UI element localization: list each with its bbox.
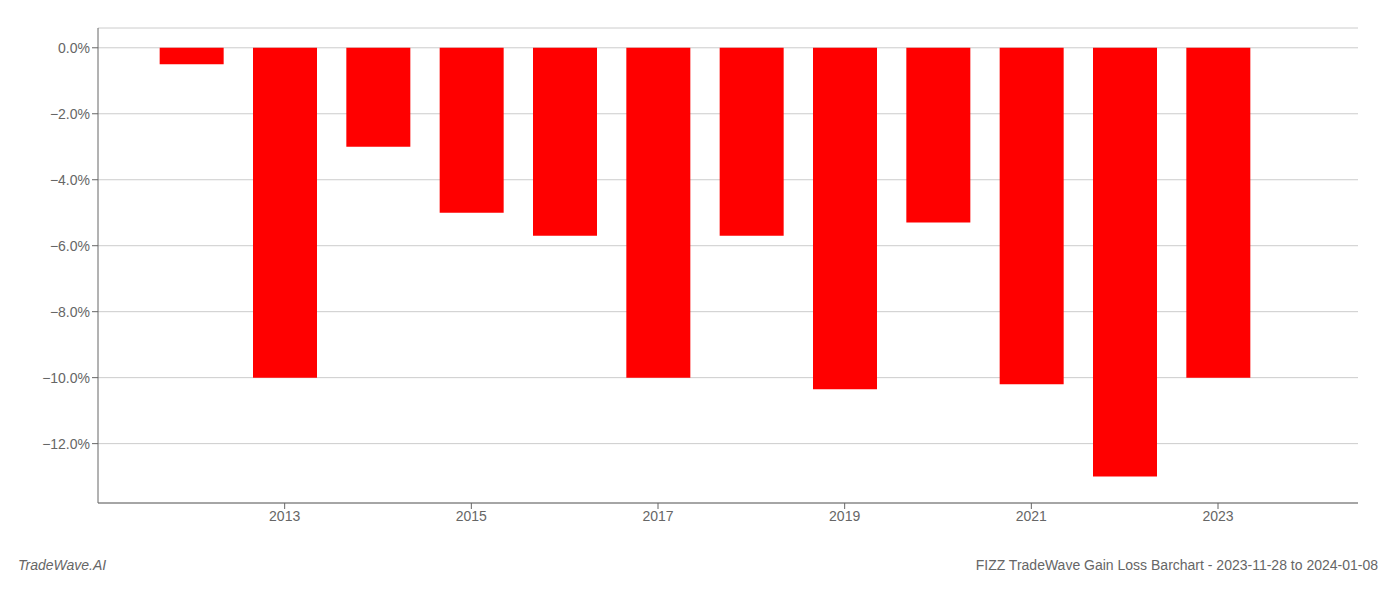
html-text:TradeWave.AI: TradeWave.AI: [18, 557, 107, 573]
svg-text:2017: 2017: [642, 508, 673, 524]
svg-text:2021: 2021: [1016, 508, 1047, 524]
svg-text:−2.0%: −2.0%: [50, 106, 90, 122]
svg-text:−8.0%: −8.0%: [50, 304, 90, 320]
svg-text:−12.0%: −12.0%: [42, 436, 90, 452]
svg-text:2015: 2015: [456, 508, 487, 524]
svg-text:−10.0%: −10.0%: [42, 370, 90, 386]
svg-text:2019: 2019: [829, 508, 860, 524]
svg-text:2023: 2023: [1202, 508, 1233, 524]
svg-text:−4.0%: −4.0%: [50, 172, 90, 188]
svg-text:0.0%: 0.0%: [58, 40, 90, 56]
svg-text:2013: 2013: [269, 508, 300, 524]
svg-text:−6.0%: −6.0%: [50, 238, 90, 254]
html-text:FIZZ TradeWave Gain Loss Barch: FIZZ TradeWave Gain Loss Barchart - 2023…: [975, 557, 1378, 573]
